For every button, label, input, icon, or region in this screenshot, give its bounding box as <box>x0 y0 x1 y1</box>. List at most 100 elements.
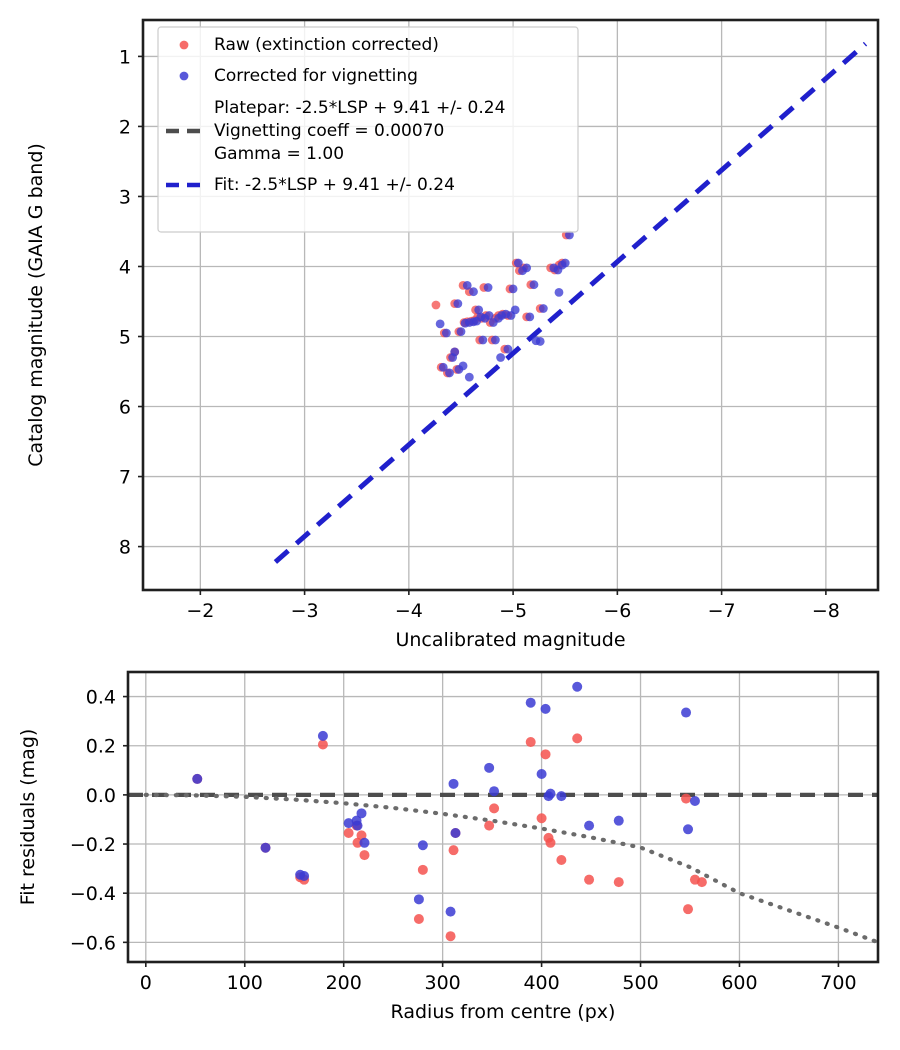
data-point-corrected <box>496 353 505 362</box>
residual-point-corrected <box>317 730 328 741</box>
vignetting-curve <box>143 792 881 945</box>
legend-box <box>157 26 579 233</box>
data-point-corrected <box>464 372 474 382</box>
xtick-label: 100 <box>227 972 263 994</box>
xtick-label: 200 <box>326 972 362 994</box>
photometric-calibration-plot: −2 −3 −4 −5 −6 −7 −8 1 2 3 4 5 6 7 8 Uncalibrated magni… <box>25 18 880 651</box>
ytick-label: 1 <box>119 46 131 68</box>
ytick-label: −0.4 <box>70 883 116 905</box>
ytick-label: −0.2 <box>70 834 116 856</box>
data-point-corrected <box>445 368 454 378</box>
data-point-corrected <box>535 337 545 346</box>
ytick-label: 2 <box>119 116 131 138</box>
residual-point-raw <box>343 827 354 838</box>
xtick-label: −5 <box>499 600 527 622</box>
residual-point-corrected <box>525 697 536 708</box>
residual-point-corrected <box>343 818 354 829</box>
residual-point-raw <box>352 837 363 848</box>
ytick-label: 0.2 <box>86 736 116 758</box>
xtick-label: −7 <box>708 600 736 622</box>
axes-frame <box>126 670 880 964</box>
data-point-corrected <box>478 335 488 345</box>
legend-entry-label: Vignetting coeff = 0.00070 <box>214 121 444 141</box>
y-axis-title: Catalog magnitude (GAIA G band) <box>25 143 47 467</box>
ytick-label: 5 <box>119 327 131 349</box>
residual-point-raw <box>317 739 328 750</box>
fit-residuals-plot: 0 100 200 300 400 500 600 700 0.4 0.2 0.0 −0.2 −0.4 −… <box>17 670 881 1023</box>
data-point-corrected <box>510 305 520 315</box>
data-point-corrected <box>565 230 574 240</box>
residual-point-raw <box>417 864 428 875</box>
residual-point-corrected <box>484 762 495 773</box>
ytick-label: −0.6 <box>70 932 116 954</box>
residual-point-corrected <box>536 768 547 779</box>
xtick-label: 0 <box>140 972 152 994</box>
fit-line <box>273 41 868 564</box>
residual-point-corrected <box>413 894 424 905</box>
data-point-corrected <box>438 362 448 372</box>
legend-entry-label: Fit: -2.5*LSP + 9.41 +/- 0.24 <box>214 175 455 195</box>
residual-point-raw <box>681 793 692 804</box>
ytick-label: 3 <box>119 186 131 208</box>
data-point-corrected <box>484 311 494 320</box>
residual-point-raw <box>445 931 456 942</box>
data-point-corrected <box>503 344 513 354</box>
xtick-label: 300 <box>425 972 461 994</box>
residual-point-raw <box>540 749 551 760</box>
residual-point-corrected <box>417 840 428 851</box>
data-point-corrected <box>458 361 468 371</box>
residual-point-corrected <box>260 842 271 853</box>
residual-point-corrected <box>556 791 567 802</box>
residual-point-raw <box>536 813 547 824</box>
data-point-corrected <box>441 328 451 338</box>
residual-point-corrected <box>448 778 459 789</box>
data-point-corrected <box>490 335 500 345</box>
xtick-label: −4 <box>395 600 423 622</box>
ytick-label: 7 <box>119 467 131 489</box>
residual-point-raw <box>556 855 567 866</box>
residual-point-corrected <box>584 820 595 831</box>
xtick-label: −6 <box>603 600 631 622</box>
xtick-label: −3 <box>291 600 319 622</box>
plot-background <box>128 672 878 962</box>
residual-point-raw <box>525 737 536 748</box>
residual-point-raw <box>572 733 583 744</box>
data-point-corrected <box>435 319 445 329</box>
residual-point-raw <box>359 850 370 861</box>
data-point-corrected <box>453 299 463 308</box>
xtick-label: 700 <box>820 972 856 994</box>
residual-point-corrected <box>192 773 203 784</box>
data-point-corrected <box>483 283 493 292</box>
legend-entry-label: Gamma = 1.00 <box>214 144 344 164</box>
residual-point-raw <box>613 877 624 888</box>
xtick-label: 500 <box>622 972 658 994</box>
ytick-label: 0.4 <box>86 687 116 709</box>
xtick-label: −2 <box>186 600 214 622</box>
residual-point-corrected <box>689 796 700 807</box>
data-point-corrected <box>529 280 539 290</box>
data-point-corrected <box>474 305 484 315</box>
ytick-label: 4 <box>119 256 131 278</box>
residual-point-raw <box>489 803 500 814</box>
residual-point-corrected <box>540 703 551 714</box>
axes-frame <box>141 18 880 592</box>
residual-point-corrected <box>572 681 583 692</box>
residual-point-corrected <box>683 824 694 835</box>
data-point-corrected <box>513 258 523 268</box>
data-point-corrected <box>525 312 535 322</box>
xtick-label: −8 <box>812 600 840 622</box>
residual-point-corrected <box>681 707 692 718</box>
residual-point-raw <box>683 904 694 915</box>
residual-point-corrected <box>359 837 370 848</box>
data-point-corrected <box>469 287 478 297</box>
data-point-corrected <box>554 287 564 297</box>
data-point-corrected <box>522 263 532 273</box>
residual-point-corrected <box>352 820 363 831</box>
ytick-label: 8 <box>119 537 131 559</box>
data-point-corrected <box>462 280 472 290</box>
residual-point-corrected <box>489 786 500 797</box>
ytick-label: 6 <box>119 397 131 419</box>
residual-point-raw <box>413 913 424 924</box>
